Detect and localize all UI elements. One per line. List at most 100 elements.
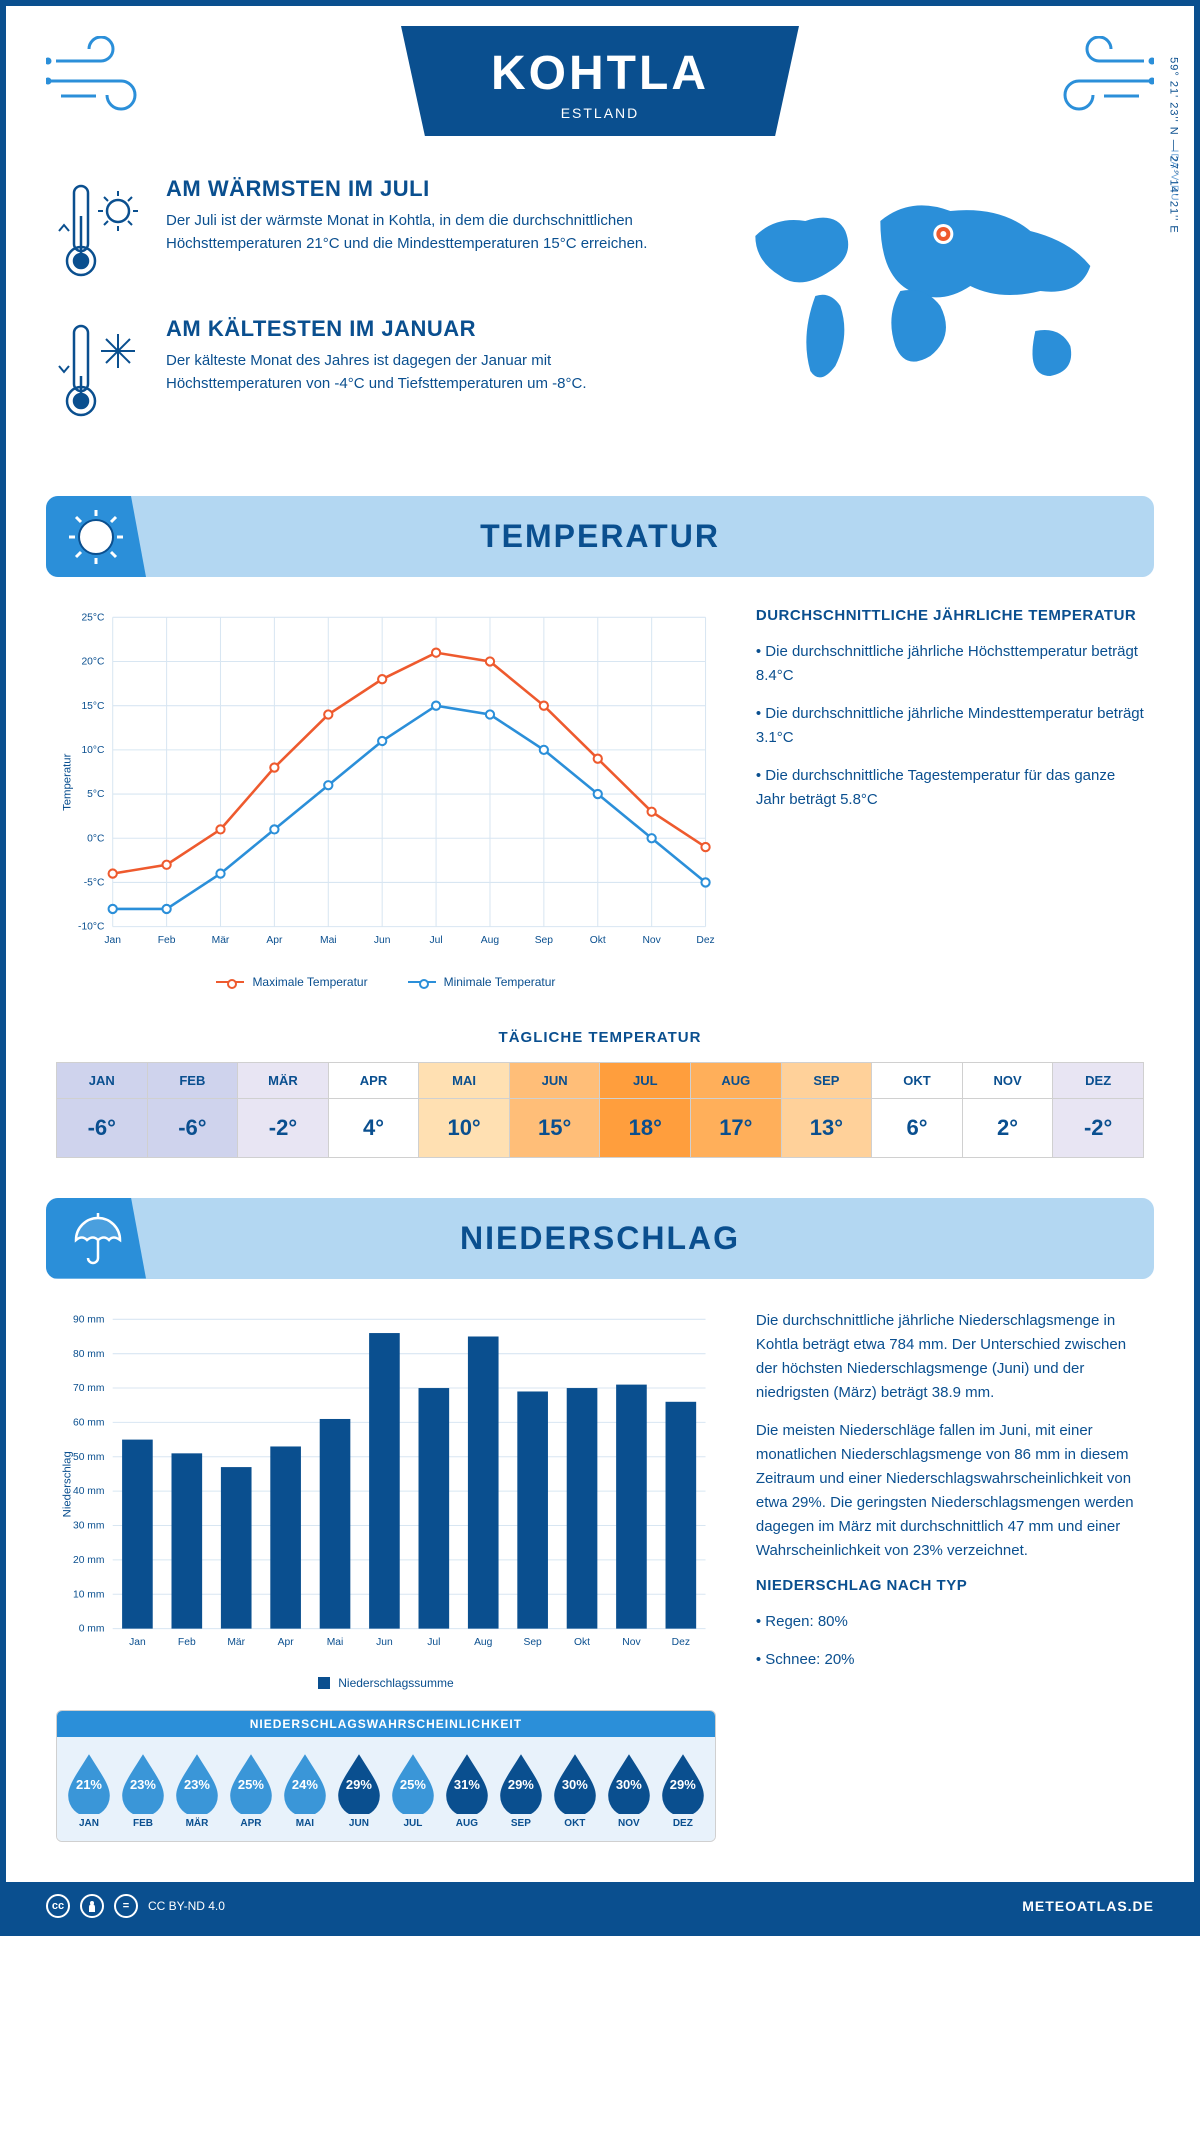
intro-section: AM WÄRMSTEN IM JULI Der Juli ist der wär… [6,136,1194,496]
temperature-content: -10°C-5°C0°C5°C10°C15°C20°C25°CJanFebMär… [6,577,1194,1019]
svg-text:15°C: 15°C [81,701,105,712]
site-name: METEOATLAS.DE [1022,1898,1154,1914]
precipitation-content: 0 mm 10 mm 20 mm 30 mm 40 mm 50 mm 60 mm 70 mm 8… [6,1279,1194,1883]
section-header-temperature: TEMPERATUR [46,496,1154,577]
svg-text:Mai: Mai [320,935,337,946]
svg-text:70 mm: 70 mm [73,1383,104,1394]
svg-text:20°C: 20°C [81,657,105,668]
thermometer-sun-icon [56,176,146,286]
svg-text:30 mm: 30 mm [73,1520,104,1531]
svg-text:Okt: Okt [574,1637,590,1648]
svg-text:Temperatur: Temperatur [61,753,73,811]
license-text: CC BY-ND 4.0 [148,1899,225,1913]
by-type-list: Regen: 80%Schnee: 20% [756,1610,1144,1672]
info-bullets: Die durchschnittliche jährliche Höchstte… [756,640,1144,812]
svg-text:Sep: Sep [523,1637,542,1648]
svg-text:Jul: Jul [429,935,442,946]
page-title: KOHTLA [491,46,709,101]
svg-text:Niederschlag: Niederschlag [61,1451,73,1517]
svg-text:Aug: Aug [481,935,500,946]
svg-text:60 mm: 60 mm [73,1417,104,1428]
coordinates: 59° 21' 23'' N — 27° 14' 21'' E [1168,57,1180,234]
fact-warmest: AM WÄRMSTEN IM JULI Der Juli ist der wär… [56,176,667,286]
svg-text:Jun: Jun [376,1637,393,1648]
country-label: ESTLAND [491,105,709,121]
probability-drop: 24%MAI [279,1749,331,1829]
svg-text:Apr: Apr [266,935,283,946]
probability-drop: 23%FEB [117,1749,169,1829]
temperature-line-chart: -10°C-5°C0°C5°C10°C15°C20°C25°CJanFebMär… [56,607,716,958]
probability-drop: 23%MÄR [171,1749,223,1829]
wind-icon [46,36,166,116]
probability-drop: 25%APR [225,1749,277,1829]
svg-text:Aug: Aug [474,1637,493,1648]
svg-text:0°C: 0°C [87,833,105,844]
section-title: NIEDERSCHLAG [86,1220,1114,1257]
temp-cell: MAI10° [419,1063,510,1157]
temp-cell: APR4° [329,1063,420,1157]
svg-text:90 mm: 90 mm [73,1314,104,1325]
svg-text:40 mm: 40 mm [73,1486,104,1497]
world-map [707,176,1144,396]
svg-text:10°C: 10°C [81,745,105,756]
probability-title: NIEDERSCHLAGSWAHRSCHEINLICHKEIT [57,1711,715,1737]
svg-text:5°C: 5°C [87,789,105,800]
umbrella-icon [46,1198,146,1279]
temp-cell: FEB-6° [148,1063,239,1157]
temp-cell: SEP13° [782,1063,873,1157]
temp-cell: AUG17° [691,1063,782,1157]
infographic-page: KOHTLA ESTLAND AM WÄRMSTEN IM JULI Der J… [0,0,1200,1936]
by-icon [80,1894,104,1918]
section-title: TEMPERATUR [86,518,1114,555]
probability-drop: 25%JUL [387,1749,439,1829]
thermometer-snow-icon [56,316,146,426]
wind-icon [1034,36,1154,116]
precip-text: Die meisten Niederschläge fallen im Juni… [756,1419,1144,1563]
svg-text:Feb: Feb [158,935,176,946]
temp-cell: JAN-6° [57,1063,148,1157]
by-type-title: NIEDERSCHLAG NACH TYP [756,1577,1144,1594]
temp-cell: OKT6° [872,1063,963,1157]
svg-text:25°C: 25°C [81,612,105,623]
svg-text:-5°C: -5°C [84,878,105,889]
svg-text:0 mm: 0 mm [79,1623,105,1634]
daily-temperature: TÄGLICHE TEMPERATUR JAN-6°FEB-6°MÄR-2°AP… [6,1019,1194,1198]
temp-cell: MÄR-2° [238,1063,329,1157]
svg-text:50 mm: 50 mm [73,1451,104,1462]
svg-text:Mai: Mai [327,1637,344,1648]
fact-title: AM WÄRMSTEN IM JULI [166,176,667,202]
header: KOHTLA ESTLAND [6,6,1194,136]
probability-drop: 30%OKT [549,1749,601,1829]
chart-legend: Niederschlagssumme [56,1676,716,1690]
svg-text:Apr: Apr [278,1637,295,1648]
probability-drop: 29%DEZ [657,1749,709,1829]
temp-cell: DEZ-2° [1053,1063,1143,1157]
svg-text:Nov: Nov [622,1637,641,1648]
svg-text:-10°C: -10°C [78,922,105,933]
probability-drop: 29%JUN [333,1749,385,1829]
sun-icon [46,496,146,577]
probability-drop: 30%NOV [603,1749,655,1829]
fact-title: AM KÄLTESTEN IM JANUAR [166,316,667,342]
svg-text:Jul: Jul [427,1637,440,1648]
svg-text:Jun: Jun [374,935,391,946]
cc-icon: cc [46,1894,70,1918]
chart-legend: Maximale Temperatur Minimale Temperatur [56,975,716,989]
info-title: DURCHSCHNITTLICHE JÄHRLICHE TEMPERATUR [756,607,1144,624]
svg-text:Dez: Dez [672,1637,690,1648]
fact-text: Der Juli ist der wärmste Monat in Kohtla… [166,210,667,255]
temp-cell: NOV2° [963,1063,1054,1157]
svg-text:Nov: Nov [642,935,661,946]
precip-text: Die durchschnittliche jährliche Niedersc… [756,1309,1144,1405]
svg-text:10 mm: 10 mm [73,1589,104,1600]
fact-coldest: AM KÄLTESTEN IM JANUAR Der kälteste Mona… [56,316,667,426]
probability-drop: 31%AUG [441,1749,493,1829]
title-banner: KOHTLA ESTLAND [401,26,799,136]
svg-text:Mär: Mär [212,935,230,946]
svg-text:Mär: Mär [227,1637,245,1648]
temp-cell: JUN15° [510,1063,601,1157]
daily-title: TÄGLICHE TEMPERATUR [56,1029,1144,1046]
nd-icon: = [114,1894,138,1918]
svg-text:20 mm: 20 mm [73,1555,104,1566]
svg-text:80 mm: 80 mm [73,1348,104,1359]
